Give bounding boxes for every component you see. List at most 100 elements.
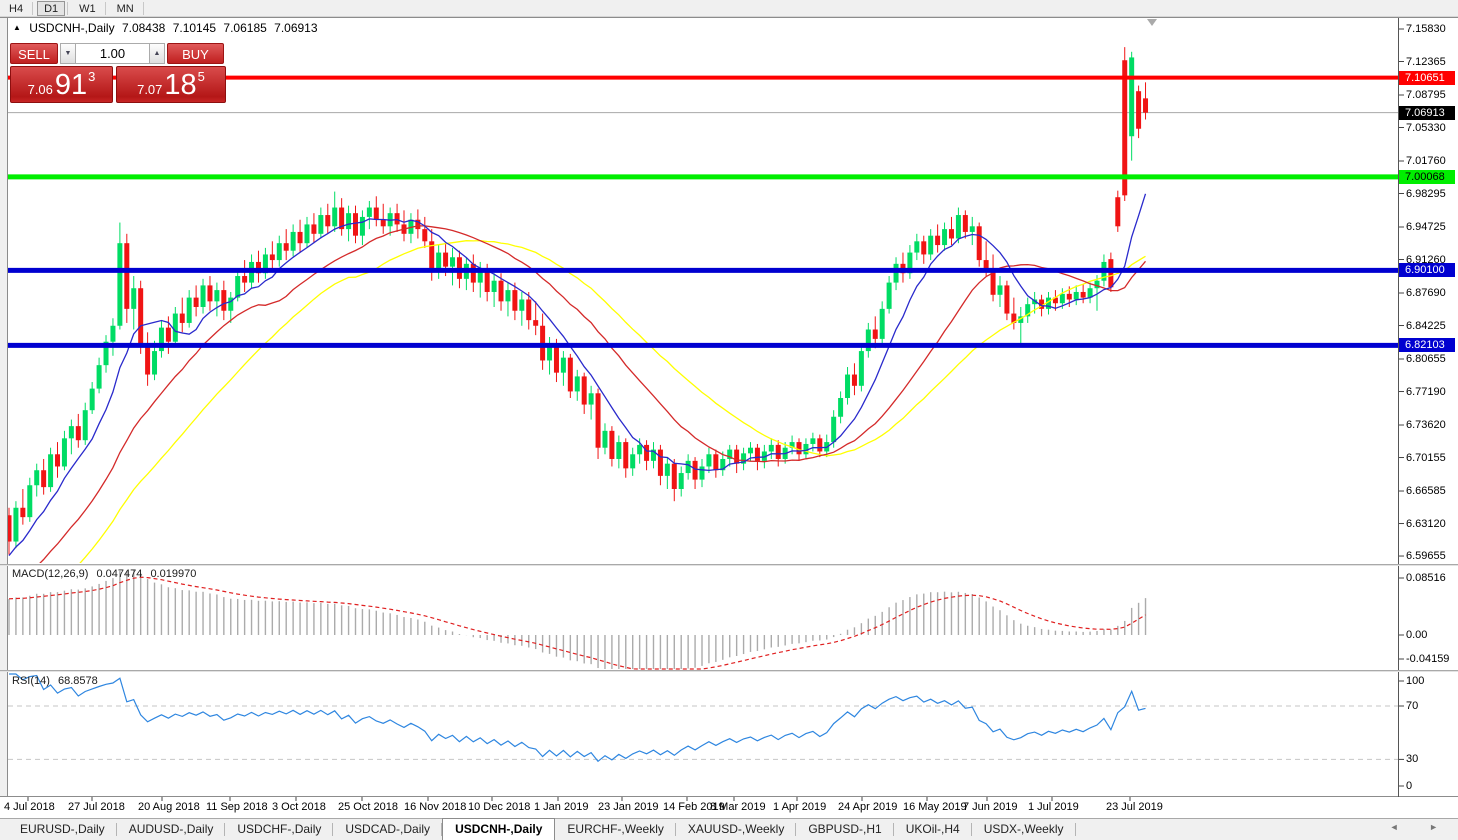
ohlc-low: 7.06185 — [223, 21, 267, 35]
macd-panel-separator[interactable] — [0, 564, 1458, 566]
price-tick-label: 6.94725 — [1406, 221, 1446, 233]
price-tick-label: 7.12365 — [1406, 55, 1446, 68]
price-tick-label: 6.80655 — [1406, 353, 1446, 365]
timeframe-button-h4[interactable]: H4 — [9, 2, 24, 15]
date-tick-label: 4 Jul 2018 — [4, 801, 55, 813]
date-tick-label: 27 Jul 2018 — [68, 801, 125, 813]
date-tick-label: 1 Apr 2019 — [773, 801, 827, 813]
chart-tab-usdxweekly[interactable]: USDX-,Weekly — [972, 819, 1076, 840]
price-level-badge: 6.90100 — [1399, 263, 1455, 278]
price-axis-line — [1398, 18, 1399, 797]
buy-button[interactable]: BUY — [167, 43, 224, 64]
price-tick-label: 6.73620 — [1406, 419, 1446, 431]
chart-tab-usdchfdaily[interactable]: USDCHF-,Daily — [225, 819, 334, 840]
chart-tab-xauusdweekly[interactable]: XAUUSD-,Weekly — [676, 819, 797, 840]
chart-tab-usdcnhdaily[interactable]: USDCNH-,Daily — [442, 818, 556, 840]
chart-frame-left — [7, 18, 8, 797]
price-tick-label: 6.98295 — [1406, 187, 1446, 200]
macd-name: MACD(12,26,9) — [12, 568, 89, 580]
price-tick-label: 7.08795 — [1406, 89, 1446, 101]
price-axis-background — [1399, 18, 1458, 797]
macd-signal-value: 0.019970 — [150, 568, 197, 580]
date-tick-label: 16 May 2019 — [903, 801, 967, 813]
date-tick-label: 14 Feb 2019 — [663, 801, 725, 813]
symbol-title: USDCNH-,Daily — [29, 21, 115, 35]
rsi-axis-label: 70 — [1406, 700, 1419, 712]
chart-tab-gbpusdh1[interactable]: GBPUSD-,H1 — [796, 819, 894, 840]
macd-panel-canvas[interactable] — [8, 566, 1398, 670]
volume-input[interactable] — [76, 43, 149, 64]
tab-separator — [892, 823, 894, 836]
date-tick-label: 8 Mar 2019 — [710, 801, 766, 813]
price-level-badge: 6.82103 — [1399, 338, 1455, 353]
rsi-axis-label: 0 — [1406, 780, 1413, 792]
tab-separator — [332, 823, 334, 836]
date-tick-label: 16 Nov 2018 — [404, 801, 467, 813]
sell-button[interactable]: SELL — [10, 43, 58, 64]
rsi-panel-canvas[interactable] — [8, 672, 1398, 796]
price-tick-label: 6.77190 — [1406, 385, 1446, 398]
chart-tab-audusddaily[interactable]: AUDUSD-,Daily — [117, 819, 226, 840]
timeframe-button-w1[interactable]: W1 — [79, 2, 96, 15]
price-tick-label: 6.84225 — [1406, 319, 1446, 332]
toolbar-separator — [32, 1, 34, 15]
rsi-value: 68.8578 — [57, 675, 98, 687]
date-tick-label: 7 Jun 2019 — [963, 801, 1018, 813]
ohlc-open: 7.08438 — [121, 21, 166, 35]
chart-frame-bottom — [0, 796, 1458, 797]
chart-title: ▲ USDCNH-,Daily 7.08438 7.10145 7.06185 … — [13, 21, 322, 35]
price-tick-label: 6.66585 — [1406, 485, 1446, 498]
chart-tab-usdcaddaily[interactable]: USDCAD-,Daily — [333, 819, 443, 840]
toolbar-separator — [67, 1, 69, 15]
collapse-panel-icon[interactable]: ▲ — [13, 23, 21, 32]
rsi-axis-label: 100 — [1406, 675, 1425, 687]
sell-price-button[interactable]: 7.06 91 3 — [10, 66, 113, 103]
date-tick-label: 24 Apr 2019 — [838, 801, 898, 813]
date-tick-label: 23 Jan 2019 — [598, 801, 659, 813]
date-tick-label: 3 Oct 2018 — [272, 801, 326, 813]
macd-axis-label: -0.04159 — [1406, 653, 1450, 665]
buy-price-pip: 5 — [197, 69, 205, 84]
buy-price-big: 18 — [164, 69, 197, 101]
macd-main-value: 0.047474 — [96, 568, 143, 580]
date-tick-label: 1 Jan 2019 — [534, 801, 589, 813]
timeframe-button-d1[interactable]: D1 — [37, 0, 66, 16]
price-tick-label: 6.70155 — [1406, 451, 1446, 464]
sell-price-prefix: 7.06 — [27, 82, 53, 97]
toolbar-separator — [142, 1, 144, 15]
sell-price-big: 91 — [54, 69, 88, 101]
tab-separator — [115, 823, 117, 836]
chart-tab-ukoilh4[interactable]: UKOil-,H4 — [894, 819, 972, 840]
date-tick-label: 1 Jul 2019 — [1028, 801, 1079, 813]
volume-increase-button[interactable]: ▲ — [149, 43, 165, 64]
price-tick-label: 6.87690 — [1406, 287, 1446, 299]
macd-axis-label: 0.08516 — [1406, 572, 1446, 584]
tab-separator — [441, 823, 443, 836]
price-level-badge: 7.00068 — [1399, 169, 1455, 184]
price-tick-label: 6.59655 — [1406, 550, 1446, 563]
date-tick-label: 25 Oct 2018 — [338, 801, 398, 813]
tab-scroll-arrows[interactable]: ◄ ► — [1389, 822, 1452, 832]
chart-tab-eurusddaily[interactable]: EURUSD-,Daily — [8, 819, 117, 840]
tab-separator — [224, 823, 226, 836]
price-tick-label: 7.01760 — [1406, 155, 1446, 167]
volume-decrease-button[interactable]: ▼ — [60, 43, 76, 64]
date-tick-label: 20 Aug 2018 — [138, 801, 200, 813]
date-tick-label: 10 Dec 2018 — [468, 801, 531, 813]
rsi-axis-label: 30 — [1406, 753, 1419, 766]
ohlc-close: 7.06913 — [274, 21, 318, 35]
rsi-name: RSI(14) — [12, 675, 50, 687]
price-tick-label: 6.63120 — [1406, 517, 1446, 530]
rsi-panel-separator[interactable] — [0, 670, 1458, 672]
chart-tab-eurchfweekly[interactable]: EURCHF-,Weekly — [555, 819, 676, 840]
buy-price-button[interactable]: 7.07 18 5 — [116, 66, 226, 103]
rsi-indicator-label: RSI(14) 68.8578 — [12, 675, 103, 687]
sell-price-pip: 3 — [88, 69, 96, 84]
timeframe-button-mn[interactable]: MN — [116, 2, 134, 15]
macd-axis-label: 0.00 — [1406, 629, 1428, 641]
tab-separator — [674, 823, 676, 836]
price-level-badge: 7.10651 — [1399, 70, 1455, 85]
tab-separator — [970, 823, 972, 836]
chart-tab-bar: EURUSD-,Daily AUDUSD-,Daily USDCHF-,Daily U… — [0, 818, 1458, 840]
date-tick-label: 23 Jul 2019 — [1106, 801, 1163, 813]
